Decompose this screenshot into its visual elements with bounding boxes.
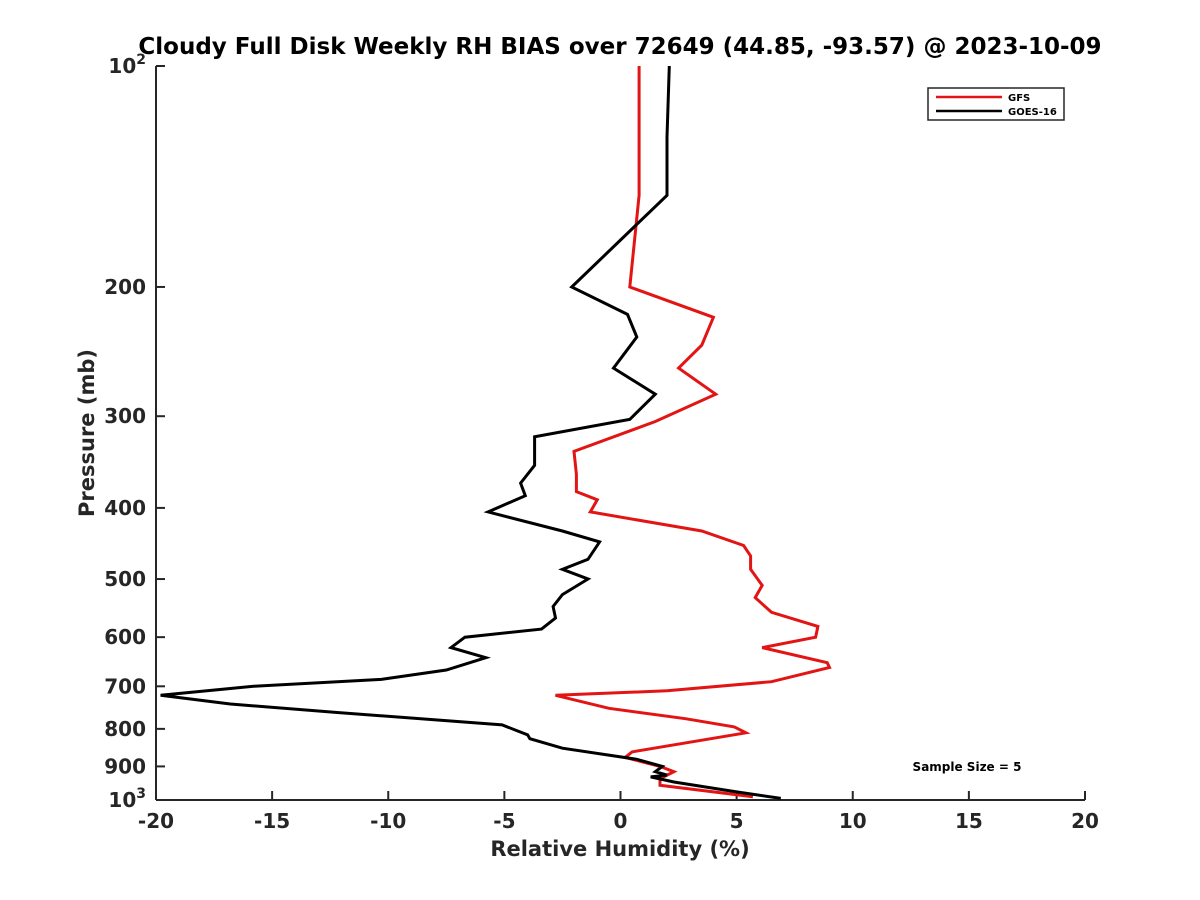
x-tick-label: -20 <box>138 809 174 833</box>
y-tick-label: 800 <box>104 717 146 741</box>
y-tick-label: 400 <box>104 496 146 520</box>
legend-box <box>927 87 1065 121</box>
y-tick-label: 200 <box>104 275 146 299</box>
x-tick-label: 20 <box>1071 809 1099 833</box>
sample-size-annotation: Sample Size = 5 <box>913 760 1022 774</box>
x-axis-label: Relative Humidity (%) <box>490 837 749 861</box>
legend-label-gfs: GFS <box>1008 93 1030 104</box>
y-tick-label: 102 <box>108 52 146 78</box>
x-tick-label: 5 <box>730 809 744 833</box>
y-tick-label: 600 <box>104 625 146 649</box>
legend-label-goes16: GOES-16 <box>1008 107 1057 118</box>
x-tick-label: -10 <box>370 809 406 833</box>
x-tick-label: 10 <box>839 809 867 833</box>
y-tick-label: 900 <box>104 754 146 778</box>
x-tick-label: -15 <box>254 809 290 833</box>
y-tick-label: 300 <box>104 404 146 428</box>
legend: GFS GOES-16 <box>927 87 1065 121</box>
series-group <box>160 65 832 800</box>
x-tick-label: 0 <box>614 809 628 833</box>
series-line-gfs <box>555 66 832 799</box>
x-tick-label: -5 <box>493 809 515 833</box>
y-tick-label: 700 <box>104 674 146 698</box>
chart-title: Cloudy Full Disk Weekly RH BIAS over 726… <box>138 34 1101 60</box>
y-ticks: 102 200 300 400 500 600 700 800 900 103 <box>104 52 165 812</box>
y-tick-label: 500 <box>104 567 146 591</box>
y-tick-label: 103 <box>108 786 146 812</box>
x-tick-label: 15 <box>955 809 983 833</box>
y-axis-label: Pressure (mb) <box>75 349 99 517</box>
series-line-goes16 <box>160 65 782 800</box>
